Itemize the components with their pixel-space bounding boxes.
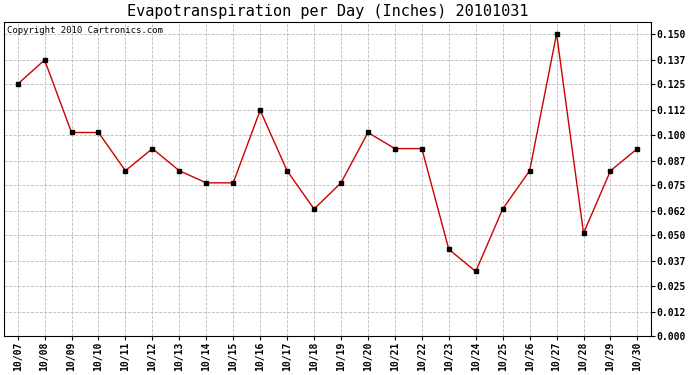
Title: Evapotranspiration per Day (Inches) 20101031: Evapotranspiration per Day (Inches) 2010…	[127, 4, 529, 19]
Text: Copyright 2010 Cartronics.com: Copyright 2010 Cartronics.com	[8, 26, 164, 35]
